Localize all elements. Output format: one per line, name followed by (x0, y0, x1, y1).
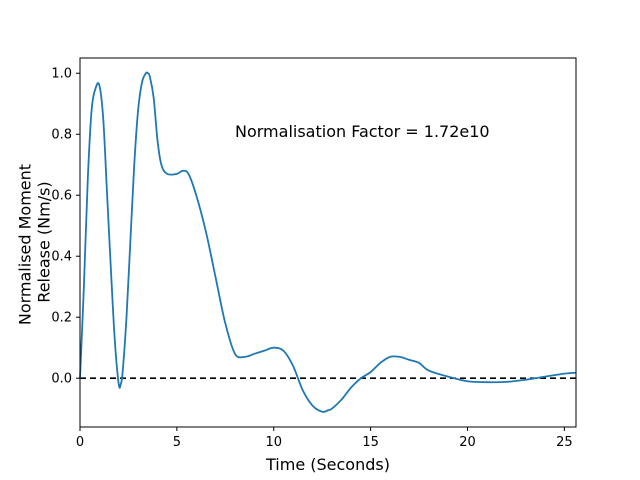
y-tick-label: 1.0 (51, 67, 72, 82)
y-axis-label-line-1: Normalised Moment (15, 164, 34, 325)
y-tick-label: 0.6 (51, 189, 72, 204)
normalisation-annotation: Normalisation Factor = 1.72e10 (235, 122, 490, 141)
x-tick-label: 20 (459, 435, 476, 450)
x-tick-label: 15 (362, 435, 379, 450)
x-tick-label: 5 (173, 435, 181, 450)
y-tick-label: 0.8 (51, 128, 72, 143)
x-tick-label: 10 (265, 435, 282, 450)
x-axis-ticks: 0 5 10 15 20 25 (76, 427, 573, 450)
y-tick-label: 0.0 (51, 372, 72, 387)
x-tick-label: 25 (556, 435, 573, 450)
series-line (79, 71, 577, 413)
y-axis-ticks: 0.0 0.2 0.4 0.6 0.8 1.0 (51, 67, 80, 387)
y-axis-label: Normalised Moment Release (Nm/s) (15, 159, 53, 325)
y-tick-label: 0.2 (51, 311, 72, 326)
plot-background (80, 58, 576, 427)
x-tick-label: 0 (76, 435, 84, 450)
plot-frame (79, 57, 577, 428)
x-axis-label: Time (Seconds) (265, 455, 390, 474)
y-tick-label: 0.4 (51, 250, 72, 265)
y-axis-label-line-2: Release (Nm/s) (34, 181, 53, 302)
